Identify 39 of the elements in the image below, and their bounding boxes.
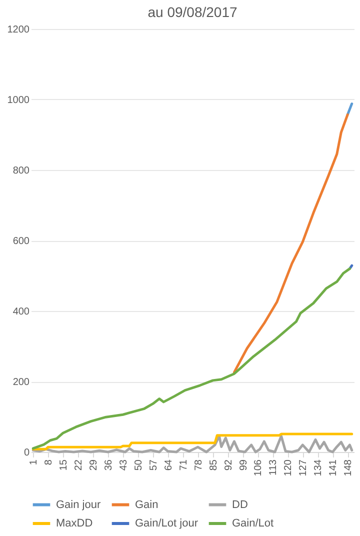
legend-label: Gain jour	[56, 498, 101, 511]
x-tick-label: 57	[148, 459, 160, 471]
y-tick-label: 400	[12, 306, 30, 318]
y-tick-label: 1200	[7, 24, 30, 36]
x-tick-label: 50	[133, 459, 144, 471]
line-series	[232, 113, 349, 374]
x-tick-label: 22	[74, 459, 85, 471]
y-tick-label: 1000	[7, 95, 30, 106]
legend-label: Gain	[135, 498, 158, 511]
x-tick-label: 15	[58, 459, 70, 471]
legend-label: Gain/Lot	[232, 518, 274, 530]
x-tick-label: 113	[268, 459, 280, 476]
x-tick-label: 85	[208, 459, 220, 471]
line-series	[32, 267, 351, 450]
y-tick-label: 0	[24, 448, 30, 458]
legend-label: DD	[232, 498, 248, 511]
x-tick-label: 1	[28, 459, 40, 466]
x-tick-label: 106	[253, 459, 264, 476]
x-tick-label: 127	[298, 459, 310, 476]
legend-label: MaxDD	[56, 518, 93, 530]
y-tick-label: 800	[12, 166, 30, 176]
line-series	[32, 432, 354, 450]
y-tick-label: 200	[12, 377, 30, 388]
x-tick-label: 43	[118, 459, 130, 471]
x-tick-label: 99	[238, 459, 250, 471]
x-tick-label: 134	[313, 459, 324, 476]
x-tick-label: 64	[163, 459, 174, 471]
x-tick-label: 29	[88, 459, 100, 471]
legend-label: Gain/Lot jour	[135, 518, 198, 530]
x-tick-label: 78	[193, 459, 204, 471]
x-tick-label: 92	[223, 459, 234, 471]
x-tick-label: 71	[178, 459, 190, 471]
x-tick-label: 120	[283, 459, 294, 476]
x-tick-label: 148	[343, 459, 354, 476]
x-tick-label: 36	[104, 459, 115, 471]
y-tick-label: 600	[12, 236, 30, 247]
chart-title: au 09/08/2017	[148, 4, 238, 20]
x-tick-label: 8	[44, 459, 55, 466]
x-tick-label: 141	[328, 459, 340, 476]
